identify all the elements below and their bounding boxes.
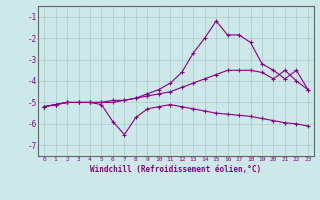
X-axis label: Windchill (Refroidissement éolien,°C): Windchill (Refroidissement éolien,°C) [91,165,261,174]
